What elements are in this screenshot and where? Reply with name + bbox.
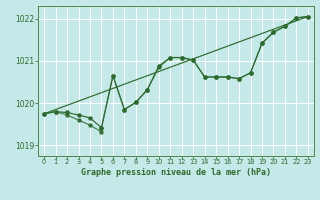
X-axis label: Graphe pression niveau de la mer (hPa): Graphe pression niveau de la mer (hPa) [81,168,271,177]
